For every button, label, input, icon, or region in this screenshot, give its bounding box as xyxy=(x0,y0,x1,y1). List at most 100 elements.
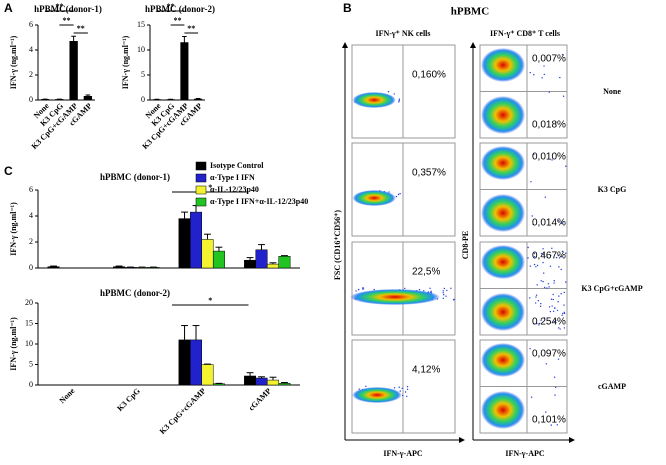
gate-percent: 0,018% xyxy=(532,120,566,131)
event xyxy=(355,290,357,292)
event xyxy=(537,299,540,302)
density xyxy=(481,96,525,134)
y-axis-label: IFN-γ (ng.ml⁻¹) xyxy=(9,317,18,371)
x-tick-label: cGAMP xyxy=(247,386,273,412)
event xyxy=(542,280,544,283)
y-tick-label: 20 xyxy=(25,298,33,307)
event xyxy=(529,71,531,74)
column-header: IFN-γ⁺ CD8⁺ T cells xyxy=(490,29,560,38)
event xyxy=(395,195,398,198)
chart-title: hPBMC (donor-2) xyxy=(100,288,170,298)
y-axis-label: IFN-γ (ng.ml⁻¹) xyxy=(121,35,130,89)
event xyxy=(558,266,560,268)
event xyxy=(562,312,564,315)
bar xyxy=(178,218,191,269)
event xyxy=(365,385,367,388)
event xyxy=(550,298,553,300)
event xyxy=(406,388,409,391)
legend-swatch xyxy=(195,173,207,183)
event xyxy=(545,411,547,413)
event xyxy=(565,165,567,167)
y-tick-label: 0 xyxy=(29,95,33,104)
event xyxy=(559,328,561,330)
event xyxy=(563,327,566,329)
density xyxy=(352,190,396,206)
event xyxy=(560,268,562,271)
event xyxy=(534,302,537,304)
event xyxy=(562,95,565,97)
panel-letter: C xyxy=(4,164,13,178)
event xyxy=(398,98,401,100)
x-tick-label: None xyxy=(58,386,77,405)
density xyxy=(481,391,525,429)
event xyxy=(533,74,535,76)
event xyxy=(557,220,559,222)
bar xyxy=(212,250,225,269)
panel-letter: A xyxy=(4,1,13,15)
density xyxy=(481,293,525,331)
bar xyxy=(201,239,214,269)
bar xyxy=(190,211,203,269)
density xyxy=(481,245,525,279)
significance-label: ** xyxy=(167,2,175,11)
event xyxy=(553,280,555,282)
event xyxy=(551,305,553,307)
event xyxy=(554,386,557,389)
event xyxy=(393,387,396,389)
event xyxy=(549,265,552,267)
gate-percent: 0,007% xyxy=(532,54,566,65)
event xyxy=(554,394,556,396)
bar xyxy=(212,383,225,386)
legend-swatch xyxy=(195,197,207,207)
y-tick-label: 10 xyxy=(137,45,145,54)
event xyxy=(538,322,541,325)
event xyxy=(553,376,556,378)
event xyxy=(547,283,550,285)
event xyxy=(552,310,555,312)
event xyxy=(559,76,561,79)
event xyxy=(560,221,563,223)
event xyxy=(443,287,446,290)
event xyxy=(539,305,542,308)
gate-percent: 0,357% xyxy=(412,168,446,179)
bar xyxy=(194,98,203,101)
event xyxy=(536,284,538,286)
y-tick-label: 4 xyxy=(29,211,33,220)
event xyxy=(563,304,565,306)
event xyxy=(401,394,404,397)
bar xyxy=(69,41,78,101)
event xyxy=(550,424,553,426)
event xyxy=(563,312,566,315)
event xyxy=(452,299,455,301)
event xyxy=(552,293,554,296)
event xyxy=(393,93,395,95)
event xyxy=(542,261,544,264)
event xyxy=(543,286,546,289)
row-label: None xyxy=(603,87,621,96)
gate-percent: 0,467% xyxy=(532,251,566,262)
event xyxy=(387,90,390,93)
event xyxy=(533,255,536,258)
y-tick-label: 6 xyxy=(29,185,33,194)
event xyxy=(540,280,542,282)
event xyxy=(561,250,564,253)
event xyxy=(418,288,421,291)
event xyxy=(442,297,445,300)
x-tick-label: K3 CpG xyxy=(115,386,142,413)
bar xyxy=(113,266,126,269)
event xyxy=(565,252,567,254)
density xyxy=(481,343,525,377)
event xyxy=(543,73,545,76)
panel-title: hPBMC xyxy=(451,6,490,18)
legend-swatch xyxy=(195,161,207,171)
y-tick-label: 6 xyxy=(29,20,33,29)
bar xyxy=(255,249,268,269)
gate-percent: 0,160% xyxy=(412,70,446,81)
bar xyxy=(180,42,189,101)
event xyxy=(542,248,544,250)
bar xyxy=(255,377,268,386)
row-label: K3 CpG xyxy=(598,185,627,194)
event xyxy=(543,317,546,319)
event xyxy=(558,295,560,297)
